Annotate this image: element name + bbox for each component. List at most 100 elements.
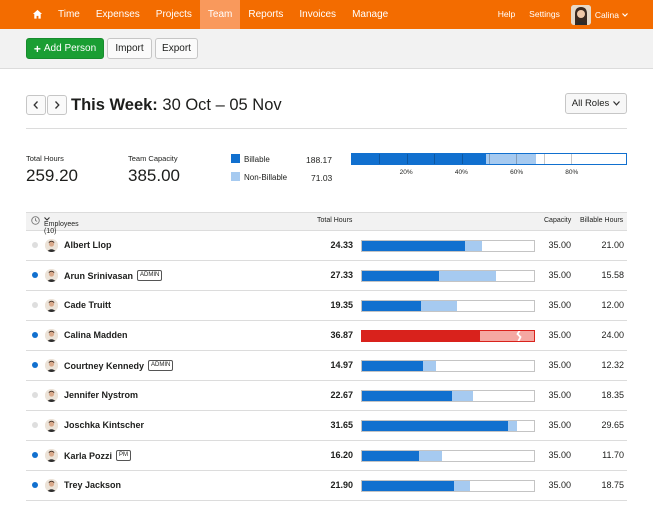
billable-fill <box>362 481 455 491</box>
capacity-bar <box>361 330 535 342</box>
employee-name: Trey Jackson <box>64 480 122 490</box>
table-row[interactable]: Arun Srinivasan ADMIN 27.33 35.00 15.58 <box>26 261 627 291</box>
import-button[interactable]: Import <box>107 38 152 59</box>
employee-name-cell[interactable]: Cade Truitt <box>64 300 111 310</box>
chevron-left-icon <box>33 101 38 109</box>
capacity-cell: 35.00 <box>548 270 571 280</box>
table-row[interactable]: Karla Pozzi PM 16.20 35.00 11.70 <box>26 441 627 471</box>
table-row[interactable]: Courtney Kennedy ADMIN 14.97 35.00 12.32 <box>26 351 627 381</box>
team-capacity-bar <box>351 153 627 165</box>
status-dot <box>32 242 38 248</box>
capacity-bar <box>361 480 535 492</box>
nav-item-team[interactable]: Team <box>199 0 241 29</box>
table-row[interactable]: Albert Llop 24.33 35.00 21.00 <box>26 231 627 261</box>
help-link[interactable]: Help <box>497 9 516 19</box>
next-week-button[interactable] <box>47 95 67 115</box>
avatar <box>45 299 58 312</box>
billable-hours-cell: 15.58 <box>601 270 624 280</box>
billable-fill <box>362 241 466 251</box>
nonbillable-fill <box>419 451 442 461</box>
employee-name-cell[interactable]: Calina Madden <box>64 330 128 340</box>
employee-name-cell[interactable]: Karla Pozzi PM <box>64 450 132 461</box>
nav-item-manage[interactable]: Manage <box>352 9 389 20</box>
add-person-button[interactable]: + Add Person <box>26 38 104 59</box>
nav-item-reports[interactable]: Reports <box>248 9 284 20</box>
overflow-break-icon <box>516 331 522 341</box>
week-range: 30 Oct – 05 Nov <box>162 96 282 114</box>
nonbillable-fill <box>452 391 474 401</box>
nav-item-invoices[interactable]: Invoices <box>299 9 337 20</box>
scale-tick <box>461 154 463 164</box>
settings-link[interactable]: Settings <box>529 9 560 19</box>
table-row[interactable]: Calina Madden 36.87 35.00 24.00 <box>26 321 627 351</box>
nonbillable-fill <box>485 154 537 164</box>
clock-icon <box>31 216 40 227</box>
scale-tick <box>571 154 573 164</box>
nonbillable-fill <box>438 271 497 281</box>
total-hours-cell: 22.67 <box>330 390 353 400</box>
roles-filter-dropdown[interactable]: All Roles <box>565 93 627 114</box>
capacity-cell: 35.00 <box>548 330 571 340</box>
nav-items: Time Expenses Projects Team Reports Invoices M… <box>50 0 396 29</box>
avatar <box>45 389 58 402</box>
employees-column-toggle[interactable]: Employees (10) <box>44 217 79 235</box>
table-row[interactable]: Cade Truitt 19.35 35.00 12.00 <box>26 291 627 321</box>
employee-name-cell[interactable]: Jennifer Nystrom <box>64 390 138 400</box>
page-title: This Week: 30 Oct – 05 Nov <box>71 95 282 115</box>
export-button[interactable]: Export <box>155 38 198 59</box>
total-hours-value: 259.20 <box>26 166 78 185</box>
chevron-down-icon <box>613 101 621 106</box>
billable-hours-cell: 29.65 <box>601 420 624 430</box>
avatar <box>45 329 58 342</box>
capacity-bar <box>361 360 535 372</box>
nav-right: Help Settings Calina <box>491 0 653 29</box>
table-row[interactable]: Trey Jackson 21.90 35.00 18.75 <box>26 471 627 501</box>
scale-tick <box>489 154 490 164</box>
home-icon[interactable] <box>25 0 50 29</box>
billable-hours-cell: 12.32 <box>601 360 624 370</box>
total-hours-cell: 16.20 <box>330 450 353 460</box>
user-menu[interactable]: Calina <box>595 10 628 20</box>
role-badge: ADMIN <box>137 270 163 281</box>
divider <box>26 128 627 129</box>
employee-name: Jennifer Nystrom <box>64 390 139 400</box>
capacity-bar <box>361 300 535 312</box>
capacity-bar <box>361 390 535 402</box>
employee-name: Courtney Kennedy <box>64 360 145 371</box>
billable-hours-cell: 18.75 <box>601 480 624 490</box>
table-row[interactable]: Jennifer Nystrom 22.67 35.00 18.35 <box>26 381 627 411</box>
total-hours-column-header: Total Hours <box>317 217 353 224</box>
scale-label: 80% <box>565 169 579 176</box>
user-name: Calina <box>594 9 619 20</box>
add-person-label: Add Person <box>43 43 97 54</box>
nav-item-time[interactable]: Time <box>58 9 80 20</box>
user-avatar[interactable] <box>570 4 591 25</box>
capacity-bar <box>361 270 535 282</box>
billable-fill <box>362 421 508 431</box>
nav-item-expenses[interactable]: Expenses <box>95 9 140 20</box>
plus-icon: + <box>33 41 41 56</box>
scale-label: 20% <box>399 169 413 176</box>
status-dot <box>32 422 38 428</box>
employee-name-cell[interactable]: Albert Llop <box>64 240 112 250</box>
total-hours-cell: 31.65 <box>330 420 353 430</box>
billable-value: 188.17 <box>306 155 332 165</box>
avatar <box>45 419 58 432</box>
employee-name-cell[interactable]: Trey Jackson <box>64 480 121 490</box>
table-row[interactable]: Joschka Kintscher 31.65 35.00 29.65 <box>26 411 627 441</box>
total-hours-cell: 36.87 <box>330 330 353 340</box>
employee-name: Arun Srinivasan <box>64 270 134 281</box>
total-hours-cell: 14.97 <box>330 360 353 370</box>
previous-week-button[interactable] <box>26 95 46 115</box>
chevron-down-icon <box>44 217 50 221</box>
employee-name-cell[interactable]: Arun Srinivasan ADMIN <box>64 270 163 281</box>
employee-name-cell[interactable]: Courtney Kennedy ADMIN <box>64 360 174 371</box>
team-capacity-label: Team Capacity <box>128 154 178 163</box>
employee-name-cell[interactable]: Joschka Kintscher <box>64 420 144 430</box>
capacity-cell: 35.00 <box>548 360 571 370</box>
capacity-bar <box>361 420 535 432</box>
avatar <box>45 359 58 372</box>
table-header: Employees (10) Total Hours Capacity Bill… <box>26 212 627 235</box>
nav-item-projects[interactable]: Projects <box>155 9 192 20</box>
top-nav: Time Expenses Projects Team Reports Invoices M… <box>0 0 653 29</box>
